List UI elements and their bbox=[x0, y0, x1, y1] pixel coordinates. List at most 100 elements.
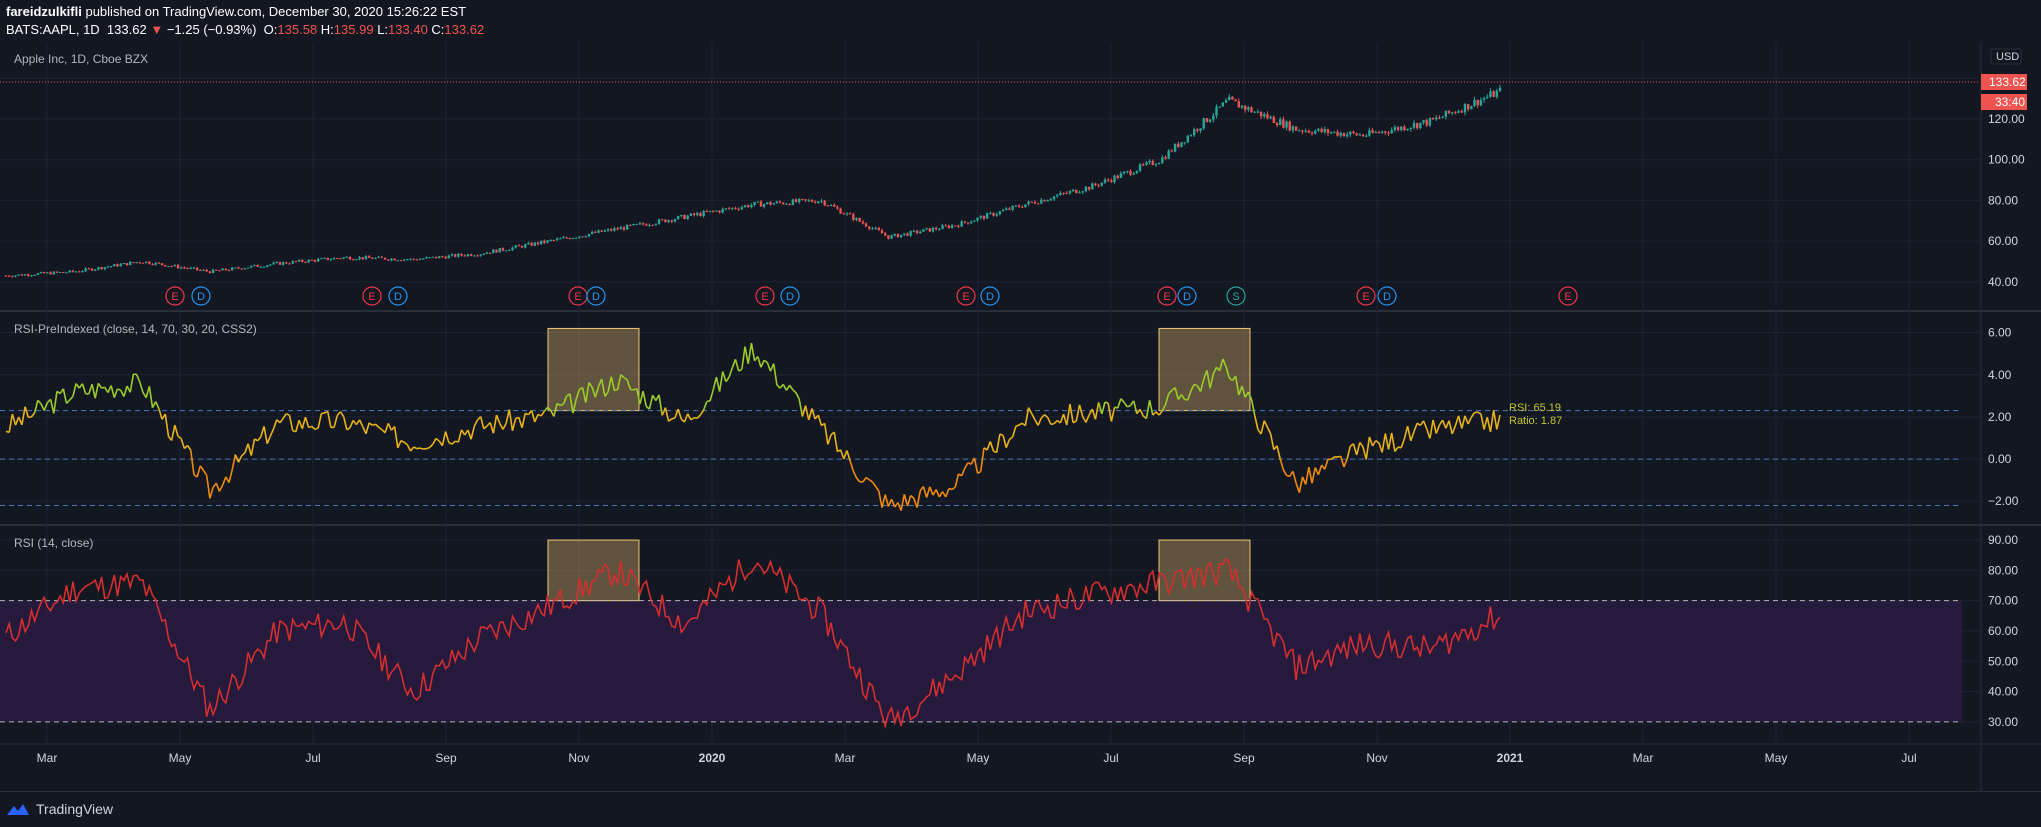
candle-body bbox=[1352, 132, 1354, 133]
candle-body bbox=[1059, 193, 1061, 195]
candle-body bbox=[295, 261, 297, 262]
candle-body bbox=[502, 248, 504, 250]
highlight-box[interactable] bbox=[548, 328, 639, 410]
candle-body bbox=[438, 256, 440, 258]
candle-body bbox=[1368, 130, 1370, 135]
candle-body bbox=[225, 269, 227, 270]
candle-body bbox=[677, 216, 679, 219]
rsi-preindexed-title[interactable]: RSI-PreIndexed (close, 14, 70, 30, 20, C… bbox=[14, 322, 257, 336]
symbol-label[interactable]: BATS:AAPL, 1D bbox=[6, 22, 100, 37]
candle-body bbox=[135, 262, 137, 263]
candle-body bbox=[843, 214, 845, 215]
candle-body bbox=[1132, 173, 1134, 174]
candle-body bbox=[349, 257, 351, 260]
rsi-preindexed-segment bbox=[672, 418, 675, 419]
tradingview-logo-icon bbox=[6, 802, 30, 816]
candle-body bbox=[69, 270, 71, 272]
currency-label: USD bbox=[1996, 51, 2019, 63]
tradingview-brand[interactable]: TradingView bbox=[6, 801, 113, 817]
candle-body bbox=[107, 267, 109, 268]
candle-body bbox=[244, 268, 246, 269]
candle-body bbox=[37, 273, 39, 275]
candle-body bbox=[884, 233, 886, 235]
event-marker-label: D bbox=[394, 291, 402, 303]
author-name[interactable]: fareidzulkifli bbox=[6, 4, 82, 19]
candle-body bbox=[897, 234, 899, 237]
rsi-title[interactable]: RSI (14, close) bbox=[14, 536, 93, 550]
candle-body bbox=[1062, 193, 1064, 194]
candle-body bbox=[422, 259, 424, 260]
candle-body bbox=[1152, 161, 1154, 165]
candle-body bbox=[1279, 119, 1281, 125]
rsi-preindexed-axis[interactable]: 6.004.002.000.00−2.00 bbox=[1988, 326, 2019, 509]
rsi-preindexed-segment bbox=[420, 448, 423, 449]
candle-body bbox=[409, 259, 411, 260]
highlight-box[interactable] bbox=[548, 540, 639, 601]
candle-body bbox=[591, 232, 593, 234]
candle-body bbox=[820, 201, 822, 202]
candle-body bbox=[46, 272, 48, 273]
candle-body bbox=[352, 259, 354, 260]
candle-body bbox=[929, 228, 931, 231]
price-pane-title[interactable]: Apple Inc, 1D, Cboe BZX bbox=[14, 52, 148, 66]
candle-body bbox=[403, 259, 405, 260]
candle-body bbox=[839, 209, 841, 214]
candle-body bbox=[804, 199, 806, 200]
candle-body bbox=[298, 260, 300, 262]
candle-body bbox=[1094, 184, 1096, 186]
highlight-box[interactable] bbox=[1159, 328, 1250, 410]
candle-body bbox=[492, 250, 494, 253]
candle-body bbox=[1129, 171, 1131, 175]
candle-body bbox=[1225, 100, 1227, 102]
candle-body bbox=[1008, 209, 1010, 210]
candle-body bbox=[518, 245, 520, 246]
rsi-preindexed-pane[interactable] bbox=[0, 312, 1980, 524]
candle-body bbox=[922, 229, 924, 232]
candle-body bbox=[1215, 107, 1217, 116]
candle-body bbox=[1492, 91, 1494, 97]
candle-body bbox=[1298, 130, 1300, 131]
candle-body bbox=[110, 266, 112, 267]
candle-body bbox=[613, 228, 615, 230]
candle-body bbox=[432, 257, 434, 258]
candle-body bbox=[1273, 117, 1275, 123]
event-marker-label: E bbox=[1564, 291, 1571, 303]
candle-body bbox=[183, 267, 185, 268]
candle-body bbox=[782, 203, 784, 205]
last-price-badge-text: 133.62 bbox=[1989, 75, 2026, 89]
candle-body bbox=[97, 267, 99, 269]
candle-body bbox=[113, 264, 115, 266]
candle-body bbox=[511, 247, 513, 249]
candle-body bbox=[859, 218, 861, 222]
publish-line: fareidzulkifli published on TradingView.… bbox=[6, 3, 466, 21]
high-value: 135.99 bbox=[334, 22, 374, 37]
candle-body bbox=[1346, 134, 1348, 136]
candle-body bbox=[871, 228, 873, 229]
candle-body bbox=[1426, 120, 1428, 125]
candle-body bbox=[215, 270, 217, 271]
candle-body bbox=[174, 265, 176, 266]
candle-body bbox=[53, 272, 55, 275]
countdown-badge-text: 33:40 bbox=[1995, 95, 2025, 109]
candle-body bbox=[1024, 204, 1026, 207]
candle-body bbox=[827, 205, 829, 206]
rsi-preindexed-tick-label: 2.00 bbox=[1988, 410, 2012, 424]
rsi-tick-label: 40.00 bbox=[1988, 685, 2018, 699]
candle-body bbox=[56, 272, 58, 273]
candle-body bbox=[1136, 171, 1138, 173]
low-label: L: bbox=[377, 22, 388, 37]
candle-body bbox=[186, 268, 188, 269]
candle-body bbox=[1199, 128, 1201, 130]
candle-body bbox=[1413, 123, 1415, 128]
candle-body bbox=[651, 225, 653, 226]
candle-body bbox=[457, 254, 459, 257]
candle-body bbox=[1285, 122, 1287, 128]
event-marker-label: D bbox=[786, 291, 794, 303]
candle-body bbox=[1432, 118, 1434, 119]
candle-body bbox=[1362, 135, 1364, 136]
rsi-tick-label: 50.00 bbox=[1988, 654, 2018, 668]
candle-body bbox=[330, 259, 332, 260]
